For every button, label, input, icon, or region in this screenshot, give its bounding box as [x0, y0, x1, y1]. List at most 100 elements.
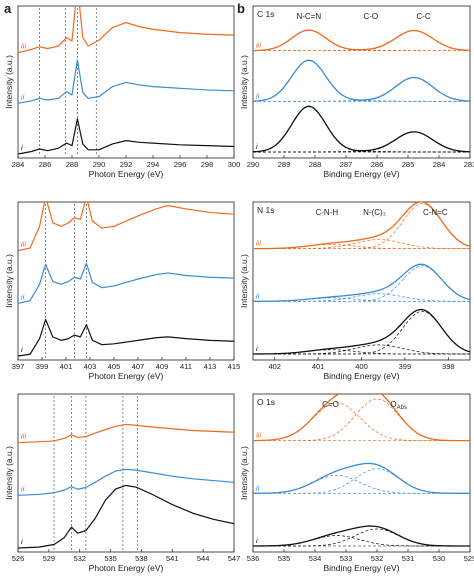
plot-area: [253, 29, 470, 153]
fit-component-iii: [253, 398, 470, 442]
x-tick-label: 300: [228, 160, 241, 169]
x-tick-label: 283: [464, 160, 474, 169]
y-axis-label: Intensity (a.u.): [4, 254, 14, 308]
xps-envelope-i: [253, 525, 470, 547]
x-tick-label: 531: [402, 554, 415, 563]
x-axis-label: Photon Energy (eV): [89, 169, 164, 179]
x-tick-label: 535: [104, 554, 117, 563]
panel-a1: 284 286 288 290 292 294 296 298 300 Photon Energy…: [4, 5, 241, 179]
x-axis-label: Photon Energy (eV): [89, 371, 164, 381]
trace-label-iii: iii: [21, 432, 26, 441]
fit-component-iii: [253, 30, 470, 52]
x-axis-label: Photon Energy (eV): [89, 563, 164, 573]
x-tick-label: 534: [309, 554, 322, 563]
peak-annotation: C=O: [322, 400, 339, 409]
x-tick-label: 529: [464, 554, 474, 563]
fit-component-iii: [253, 239, 470, 250]
x-tick-label: 284: [12, 160, 25, 169]
core-level-tag: N 1s: [257, 205, 274, 215]
x-tick-label: 547: [228, 554, 241, 563]
plot-area: [18, 202, 234, 358]
x-tick-label: 397: [12, 362, 25, 371]
panel-a3: 526 529 532 535 538 541 544 547 Photon Energy (e…: [4, 393, 241, 573]
x-tick-label: 401: [60, 362, 73, 371]
panel-letter-b: b: [237, 1, 245, 16]
x-tick-label: 536: [247, 554, 260, 563]
panel-a2: 397 399 401 403 405 407 409 411 413 415 Photon Ene…: [4, 201, 241, 381]
plot-frame: [252, 5, 471, 159]
core-level-tag: O 1s: [257, 397, 275, 407]
xas-spectrum-iii: [18, 202, 234, 252]
x-tick-label: 399: [399, 362, 412, 371]
peak-annotation: C-O: [363, 12, 378, 21]
trace-label-ii: ii: [21, 292, 25, 301]
plot-frame: [17, 393, 235, 553]
xps-envelope-i: [253, 308, 470, 355]
trace-label-i: i: [21, 143, 23, 152]
trace-label-iii: iii: [21, 240, 26, 249]
xps-envelope-ii: [253, 59, 470, 102]
fit-component-i: [253, 344, 470, 355]
xas-spectrum-iii: [18, 423, 234, 444]
xps-envelope-ii: [253, 263, 470, 302]
x-axis-label: Binding Energy (eV): [323, 371, 399, 381]
x-tick-label: 538: [135, 554, 148, 563]
xas-spectrum-i: [18, 484, 234, 549]
peak-annotation: N-(C)₃: [363, 208, 386, 217]
trace-label-ii: ii: [256, 291, 260, 300]
fit-component-iii: [253, 29, 470, 52]
panel-b1: 290 289 288 287 286 285 284 283 Binding Energy (…: [239, 5, 474, 179]
trace-label-i: i: [21, 345, 23, 354]
x-tick-label: 285: [402, 160, 415, 169]
trace-label-i: i: [256, 344, 258, 353]
x-tick-label: 292: [120, 160, 133, 169]
plot-area: [253, 202, 470, 355]
panel-b3: 536 535 534 533 532 531 530 529 Binding Energy (…: [239, 393, 474, 573]
trace-label-iii: iii: [256, 239, 261, 248]
xps-envelope-iii: [253, 202, 470, 250]
xas-spectrum-i: [18, 318, 234, 357]
x-tick-label: 400: [355, 362, 368, 371]
x-tick-label: 287: [340, 160, 353, 169]
fit-component-ii: [253, 77, 470, 102]
trace-label-ii: ii: [21, 92, 25, 101]
peak-annotation: C-N-H: [315, 208, 338, 217]
xps-envelope-iii: [253, 394, 470, 442]
x-tick-label: 529: [43, 554, 56, 563]
x-tick-label: 294: [147, 160, 160, 169]
x-tick-label: 289: [278, 160, 291, 169]
trace-label-iii: iii: [21, 42, 26, 51]
trace-label-i: i: [256, 142, 258, 151]
chart-panels: 284 286 288 290 292 294 296 298 300 Photon Energy…: [4, 5, 474, 573]
trace-label-ii: ii: [256, 91, 260, 100]
xps-envelope-iii: [253, 29, 470, 52]
x-tick-label: 290: [247, 160, 260, 169]
x-tick-label: 526: [12, 554, 25, 563]
x-tick-label: 284: [433, 160, 446, 169]
plot-frame: [252, 201, 471, 361]
trace-label-iii: iii: [256, 41, 261, 50]
plot-area: [18, 396, 234, 550]
trace-label-ii: ii: [256, 483, 260, 492]
x-axis-label: Binding Energy (eV): [323, 169, 399, 179]
trace-label-i: i: [256, 536, 258, 545]
panel-letter-a: a: [4, 1, 12, 16]
x-tick-label: 405: [108, 362, 121, 371]
x-tick-label: 403: [84, 362, 97, 371]
peak-annotation: C-N=C: [423, 208, 448, 217]
xas-spectrum-ii: [18, 468, 234, 496]
plot-frame: [252, 393, 471, 553]
xas-spectrum-ii: [18, 59, 234, 104]
x-tick-label: 296: [174, 160, 187, 169]
x-tick-label: 413: [204, 362, 217, 371]
x-tick-label: 530: [433, 554, 446, 563]
x-tick-label: 415: [228, 362, 241, 371]
x-tick-label: 409: [156, 362, 169, 371]
xps-envelope-i: [253, 105, 470, 153]
x-tick-label: 286: [39, 160, 52, 169]
peak-annotation: N-C=N: [296, 12, 321, 21]
core-level-tag: C 1s: [257, 9, 274, 19]
fit-component-ii: [253, 59, 470, 102]
x-tick-label: 288: [66, 160, 79, 169]
y-axis-label: Intensity (a.u.): [239, 446, 249, 500]
